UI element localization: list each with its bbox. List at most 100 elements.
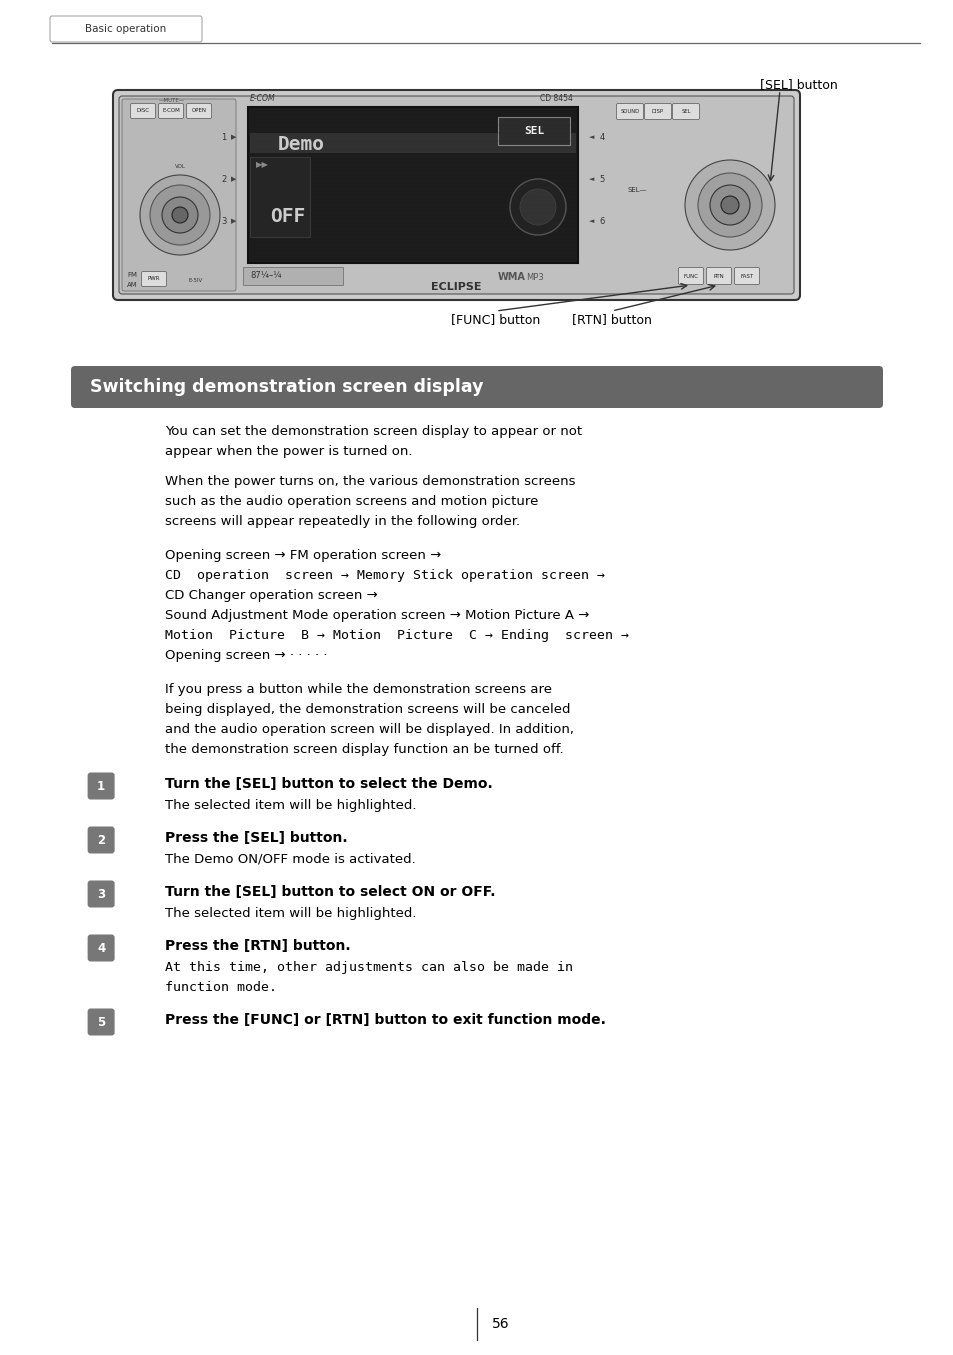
Text: AM: AM	[127, 282, 137, 289]
Text: E·COM: E·COM	[162, 108, 180, 114]
Text: RTN: RTN	[713, 274, 723, 279]
FancyBboxPatch shape	[616, 103, 643, 119]
Text: E-5IV: E-5IV	[189, 279, 203, 283]
Text: Opening screen → FM operation screen →: Opening screen → FM operation screen →	[165, 549, 441, 562]
Text: 4: 4	[598, 133, 604, 141]
Circle shape	[709, 186, 749, 225]
Text: OPEN: OPEN	[192, 108, 206, 114]
FancyBboxPatch shape	[71, 366, 882, 408]
Text: MP3: MP3	[525, 272, 543, 282]
Circle shape	[720, 196, 739, 214]
Text: [RTN] button: [RTN] button	[572, 313, 651, 327]
Text: E-COM: E-COM	[250, 93, 275, 103]
Text: CD  operation  screen → Memory Stick operation screen →: CD operation screen → Memory Stick opera…	[165, 569, 604, 583]
FancyBboxPatch shape	[678, 267, 702, 285]
Text: Turn the [SEL] button to select the Demo.: Turn the [SEL] button to select the Demo…	[165, 776, 493, 791]
Text: OFF: OFF	[270, 207, 305, 226]
Text: ▶▶: ▶▶	[255, 160, 269, 169]
Text: Press the [SEL] button.: Press the [SEL] button.	[165, 831, 347, 846]
Text: Press the [RTN] button.: Press the [RTN] button.	[165, 939, 351, 953]
Text: Motion  Picture  B → Motion  Picture  C → Ending  screen →: Motion Picture B → Motion Picture C → En…	[165, 629, 628, 642]
Bar	[250, 157, 310, 237]
Text: —MUTE—: —MUTE—	[159, 98, 185, 103]
Text: appear when the power is turned on.: appear when the power is turned on.	[165, 444, 412, 458]
Text: CD 8454: CD 8454	[539, 93, 573, 103]
FancyBboxPatch shape	[88, 1008, 114, 1035]
Text: 1: 1	[97, 779, 105, 793]
Circle shape	[698, 173, 761, 237]
FancyBboxPatch shape	[644, 103, 671, 119]
Text: ▶: ▶	[231, 176, 236, 182]
Text: Switching demonstration screen display: Switching demonstration screen display	[90, 378, 483, 396]
FancyBboxPatch shape	[50, 16, 202, 42]
Text: When the power turns on, the various demonstration screens: When the power turns on, the various dem…	[165, 476, 575, 488]
Text: Basic operation: Basic operation	[85, 24, 167, 34]
Text: ◄: ◄	[589, 134, 594, 140]
Text: You can set the demonstration screen display to appear or not: You can set the demonstration screen dis…	[165, 425, 581, 438]
Text: At this time, other adjustments can also be made in: At this time, other adjustments can also…	[165, 961, 573, 974]
FancyBboxPatch shape	[88, 827, 114, 854]
Text: and the audio operation screen will be displayed. In addition,: and the audio operation screen will be d…	[165, 724, 574, 736]
Text: being displayed, the demonstration screens will be canceled: being displayed, the demonstration scree…	[165, 703, 570, 715]
FancyBboxPatch shape	[186, 103, 212, 118]
Text: the demonstration screen display function an be turned off.: the demonstration screen display functio…	[165, 743, 563, 756]
Text: 3: 3	[97, 888, 105, 901]
Text: CD Changer operation screen →: CD Changer operation screen →	[165, 589, 377, 602]
FancyBboxPatch shape	[706, 267, 731, 285]
Bar	[248, 107, 578, 263]
Text: The Demo ON/OFF mode is activated.: The Demo ON/OFF mode is activated.	[165, 854, 416, 866]
Text: ▶: ▶	[231, 134, 236, 140]
Circle shape	[519, 188, 556, 225]
FancyBboxPatch shape	[119, 96, 793, 294]
Circle shape	[510, 179, 565, 234]
Text: 5: 5	[598, 175, 604, 183]
FancyBboxPatch shape	[141, 271, 167, 286]
Text: 87¼–¼: 87¼–¼	[250, 271, 281, 280]
Circle shape	[172, 207, 188, 224]
Text: Opening screen → · · · · ·: Opening screen → · · · · ·	[165, 649, 327, 663]
Text: FAST: FAST	[740, 274, 753, 279]
Text: 3: 3	[221, 217, 227, 225]
Text: 56: 56	[492, 1317, 509, 1331]
Text: 1: 1	[221, 133, 227, 141]
Text: Press the [FUNC] or [RTN] button to exit function mode.: Press the [FUNC] or [RTN] button to exit…	[165, 1014, 605, 1027]
Text: PWR: PWR	[148, 276, 160, 282]
Text: FUNC: FUNC	[682, 274, 698, 279]
Text: screens will appear repeatedly in the following order.: screens will appear repeatedly in the fo…	[165, 515, 519, 528]
Text: 2: 2	[221, 175, 227, 183]
FancyBboxPatch shape	[88, 772, 114, 799]
Text: such as the audio operation screens and motion picture: such as the audio operation screens and …	[165, 495, 537, 508]
Bar	[243, 267, 343, 285]
Text: Sound Adjustment Mode operation screen → Motion Picture A →: Sound Adjustment Mode operation screen →…	[165, 608, 589, 622]
FancyBboxPatch shape	[131, 103, 155, 118]
FancyBboxPatch shape	[672, 103, 699, 119]
FancyBboxPatch shape	[122, 99, 235, 291]
Text: ▶: ▶	[231, 218, 236, 224]
Circle shape	[150, 186, 210, 245]
Text: ◄: ◄	[589, 176, 594, 182]
Bar	[250, 133, 576, 153]
Bar	[497, 117, 569, 145]
FancyBboxPatch shape	[734, 267, 759, 285]
Text: VOL: VOL	[174, 164, 186, 169]
FancyBboxPatch shape	[112, 89, 800, 299]
FancyBboxPatch shape	[158, 103, 183, 118]
Text: SOUND: SOUND	[619, 108, 639, 114]
Text: SEL: SEL	[523, 126, 543, 136]
Text: ◄: ◄	[589, 218, 594, 224]
Text: 5: 5	[97, 1015, 105, 1028]
Text: Demo: Demo	[277, 136, 325, 154]
Text: Turn the [SEL] button to select ON or OFF.: Turn the [SEL] button to select ON or OF…	[165, 885, 495, 898]
Text: [SEL] button: [SEL] button	[760, 79, 837, 92]
Text: WMA: WMA	[497, 272, 525, 282]
Text: [FUNC] button: [FUNC] button	[451, 313, 540, 327]
Text: 4: 4	[97, 942, 105, 954]
Text: ECLIPSE: ECLIPSE	[431, 282, 481, 291]
Text: 6: 6	[598, 217, 604, 225]
Text: DISP: DISP	[651, 108, 663, 114]
Circle shape	[140, 175, 220, 255]
Circle shape	[162, 196, 198, 233]
Text: 2: 2	[97, 833, 105, 847]
Text: The selected item will be highlighted.: The selected item will be highlighted.	[165, 799, 416, 812]
Circle shape	[684, 160, 774, 251]
